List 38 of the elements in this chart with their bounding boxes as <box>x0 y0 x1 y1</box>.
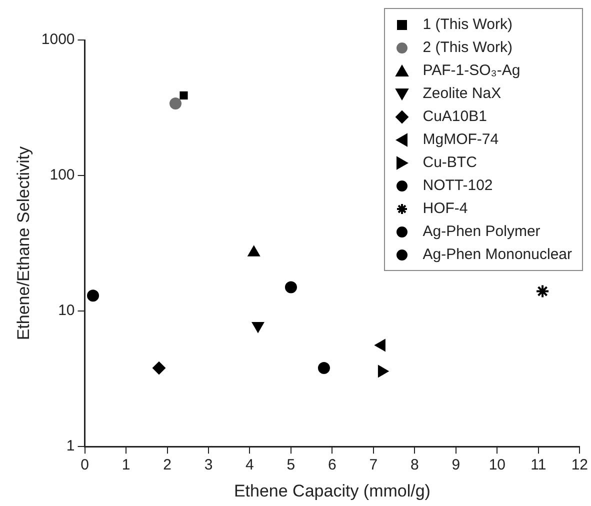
legend-label: NOTT-102 <box>422 177 493 194</box>
point <box>536 284 550 298</box>
legend-label: 1 (This Work) <box>422 16 512 33</box>
x-axis-title: Ethene Capacity (mmol/g) <box>234 481 430 500</box>
legend-label: Ag-Phen Polymer <box>422 223 540 240</box>
x-tick-label: 9 <box>452 456 460 474</box>
point <box>170 98 182 110</box>
x-tick-label: 7 <box>369 456 378 474</box>
x-tick-label: 12 <box>571 456 588 474</box>
point <box>152 362 166 375</box>
legend-label: CuA10B1 <box>422 108 487 125</box>
point <box>252 322 264 333</box>
legend-label: Ag-Phen Mononuclear <box>422 246 572 263</box>
x-tick-label: 2 <box>163 456 172 474</box>
x-tick-label: 5 <box>286 456 296 474</box>
x-tick-label: 8 <box>410 456 419 474</box>
legend-label: Cu-BTC <box>422 154 477 171</box>
legend-label: HOF-4 <box>422 200 468 217</box>
point <box>87 290 100 302</box>
legend-label: MgMOF-74 <box>422 131 499 148</box>
x-tick-label: 10 <box>488 456 506 474</box>
x-tick-label: 6 <box>328 456 336 474</box>
point <box>284 281 297 294</box>
y-tick-label: 1000 <box>41 31 75 48</box>
x-tick-label: 1 <box>122 456 130 474</box>
y-tick-label: 100 <box>50 166 75 184</box>
y-tick-label: 10 <box>58 302 75 320</box>
point <box>180 91 188 100</box>
x-tick-label: 4 <box>246 456 254 474</box>
y-axis-title: Ethene/Ethane Selectivity <box>14 146 33 340</box>
legend-label: 2 (This Work) <box>422 39 512 56</box>
y-tick-label: 1 <box>66 438 75 455</box>
x-tick-label: 11 <box>530 456 546 474</box>
x-tick-label: 3 <box>204 456 213 474</box>
legend-label: Zeolite NaX <box>422 85 502 102</box>
legend-label: PAF-1-SO₃-Ag <box>422 62 520 79</box>
x-tick-label: 0 <box>80 456 89 474</box>
point <box>318 362 330 374</box>
